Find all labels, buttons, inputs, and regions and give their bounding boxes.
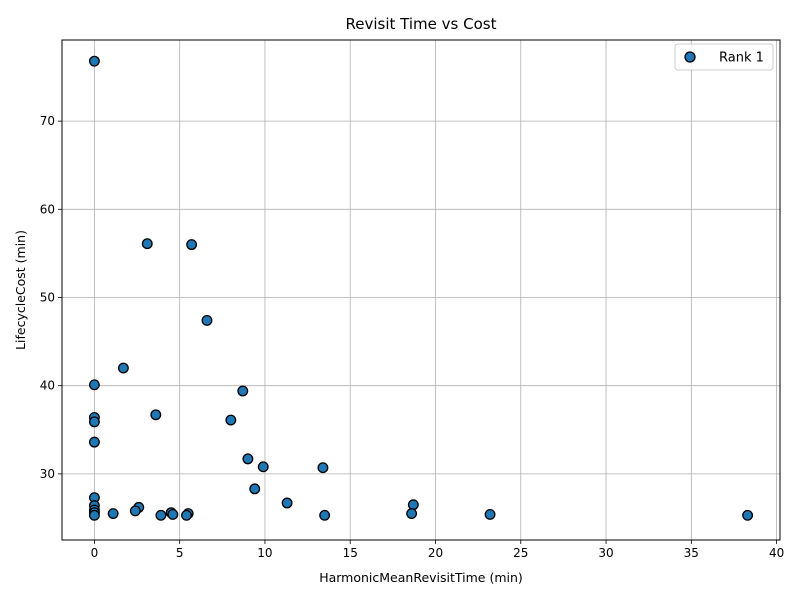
scatter-point (317, 462, 329, 474)
scatter-point (281, 497, 293, 509)
y-axis-ticks: 30 40 50 60 70 (40, 114, 62, 481)
scatter-point (257, 461, 269, 473)
x-tick-label: 40 (769, 546, 784, 560)
legend-marker (684, 51, 696, 63)
y-tick-label: 40 (40, 379, 55, 393)
scatter-point (141, 238, 153, 250)
x-tick-label: 30 (598, 546, 613, 560)
scatter-point (88, 436, 100, 448)
x-tick-label: 20 (428, 546, 443, 560)
x-tick-label: 15 (343, 546, 358, 560)
scatter-point (242, 453, 254, 465)
scatter-point (407, 499, 419, 511)
y-tick-label: 70 (40, 114, 55, 128)
x-tick-label: 5 (176, 546, 184, 560)
plot-frame (61, 39, 781, 541)
scatter-point (319, 509, 331, 521)
scatter-point (181, 509, 192, 521)
scatter-point (117, 362, 129, 374)
x-axis-ticks: 0 5 10 15 20 25 30 35 40 (91, 540, 784, 560)
grid (62, 40, 780, 540)
legend-label: Rank 1 (719, 51, 764, 66)
x-tick-label: 25 (513, 546, 528, 560)
scatter-point (88, 509, 100, 521)
legend-box (674, 43, 774, 71)
scatter-point (484, 508, 496, 520)
data-points (88, 55, 754, 521)
scatter-point (129, 505, 141, 517)
scatter-point (201, 314, 213, 326)
scatter-point (167, 508, 179, 520)
scatter-point (225, 414, 237, 426)
chart-title: Revisit Time vs Cost (346, 15, 497, 33)
scatter-point (88, 416, 100, 428)
y-tick-label: 60 (40, 202, 55, 216)
scatter-point (88, 379, 100, 391)
scatter-point (186, 239, 198, 251)
x-tick-label: 35 (684, 546, 699, 560)
scatter-point (88, 55, 100, 67)
scatter-point (150, 409, 162, 421)
y-tick-label: 30 (40, 467, 55, 481)
scatter-point (237, 385, 249, 397)
scatter-point (155, 509, 167, 521)
scatter-point (742, 509, 754, 521)
legend: Rank 1 (674, 43, 774, 71)
x-tick-label: 0 (91, 546, 99, 560)
y-axis-label: LifecycleCost (min) (13, 230, 28, 350)
y-tick-label: 50 (40, 290, 55, 304)
scatter-point (107, 508, 119, 519)
x-axis-label: HarmonicMeanRevisitTime (min) (319, 570, 523, 585)
scatter-point (249, 483, 261, 495)
scatter-point (406, 508, 418, 519)
x-tick-label: 10 (257, 546, 272, 560)
